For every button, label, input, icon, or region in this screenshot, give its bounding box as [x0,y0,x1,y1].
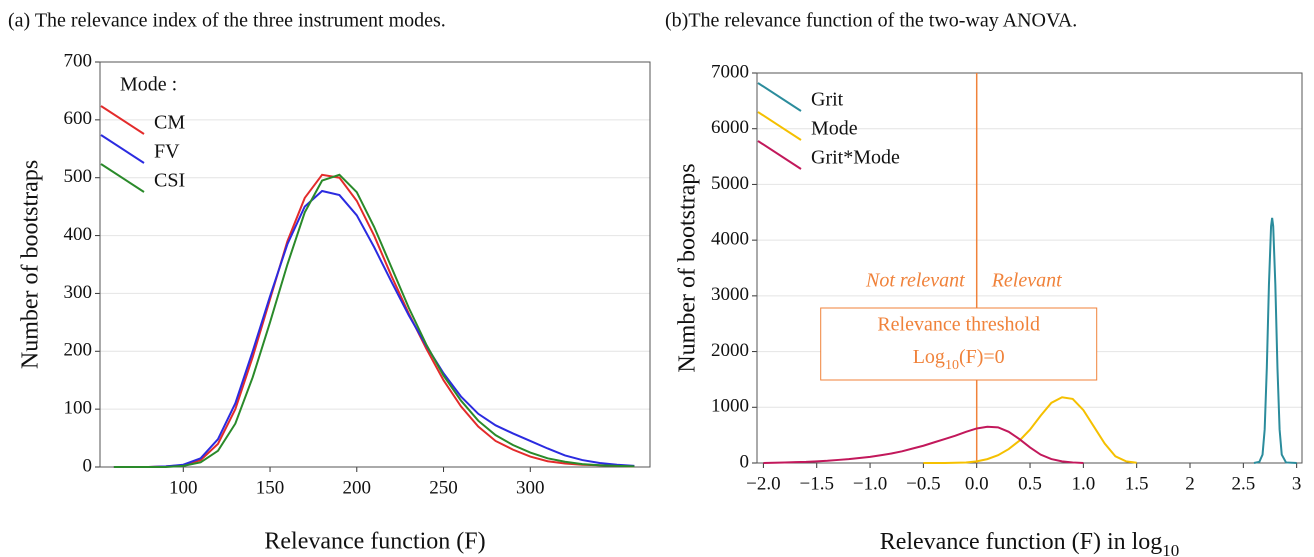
formula-part: (F)=0 [959,346,1005,368]
legend-title: Mode : [120,74,177,96]
legend-label: Grit*Mode [811,147,900,169]
x-tick-label: −1.5 [799,473,833,494]
legend-swatch [100,105,145,135]
x-tick-label: 2.5 [1231,473,1255,494]
legend-swatch [757,111,802,141]
x-tick-label: 100 [169,477,198,498]
x-axis-label: Relevance function (F) in log10 [880,529,1180,557]
y-tick-label: 5000 [711,173,749,194]
x-tick-label: 2 [1185,473,1195,494]
legend-label: CM [154,112,185,134]
y-tick-label: 6000 [711,117,749,138]
x-tick-label: 3 [1292,473,1302,494]
plot-frame [99,61,651,468]
legend-swatch [100,134,145,164]
x-axis-label: Relevance function (F) [264,529,485,555]
legend-swatch [757,140,802,170]
y-tick-label: 200 [64,340,93,361]
y-tick-label: 0 [740,451,750,472]
series-line [113,173,635,468]
note: Relevant [991,270,1062,292]
formula-part: Log [913,346,945,368]
x-tick-label: 300 [516,477,545,498]
y-tick-label: 600 [64,108,93,129]
threshold-label: Relevance threshold [877,314,1040,336]
y-tick-label: 300 [64,282,93,303]
y-axis-label: Number of bootstraps [675,163,701,372]
threshold-box [820,307,1098,381]
x-tick-label: 0.5 [1018,473,1042,494]
threshold-formula: Log10(F)=0 [913,346,1005,373]
chart-title: (a) The relevance index of the three ins… [8,10,446,32]
y-tick-label: 500 [64,166,93,187]
x-tick-label: 200 [343,477,372,498]
y-tick-label: 400 [64,224,93,245]
x-tick-label: 1.5 [1125,473,1149,494]
legend-swatch [757,82,802,112]
formula-sub: 10 [945,358,959,373]
y-tick-label: 7000 [711,61,749,82]
y-tick-label: 0 [83,455,93,476]
x-axis-label-sub: 10 [1162,541,1179,557]
y-tick-label: 3000 [711,284,749,305]
y-tick-label: 4000 [711,229,749,250]
y-tick-label: 1000 [711,396,749,417]
legend-label: FV [154,141,180,163]
x-tick-label: 1.0 [1071,473,1095,494]
series-line [113,173,635,468]
series-line [763,425,1084,464]
series-line [923,396,1137,464]
legend-label: Grit [811,89,844,111]
x-tick-label: 150 [256,477,285,498]
chart-title: (b)The relevance function of the two-way… [665,10,1077,32]
plot-frame [756,72,1303,464]
legend-swatch [100,163,145,193]
y-tick-label: 100 [64,398,93,419]
x-tick-label: −0.5 [906,473,940,494]
series-line [113,189,635,468]
y-tick-label: 700 [64,50,93,71]
x-tick-label: 0.0 [965,473,989,494]
series-line [1253,217,1297,464]
x-tick-label: −2.0 [746,473,780,494]
x-tick-label: −1.0 [853,473,887,494]
legend-label: CSI [154,170,185,192]
legend-label: Mode [811,118,858,140]
x-axis-label-text: Relevance function (F) in log [880,529,1163,555]
x-tick-label: 250 [429,477,458,498]
y-axis-label: Number of bootstraps [18,160,44,369]
note: Not relevant [865,270,965,292]
y-tick-label: 2000 [711,340,749,361]
